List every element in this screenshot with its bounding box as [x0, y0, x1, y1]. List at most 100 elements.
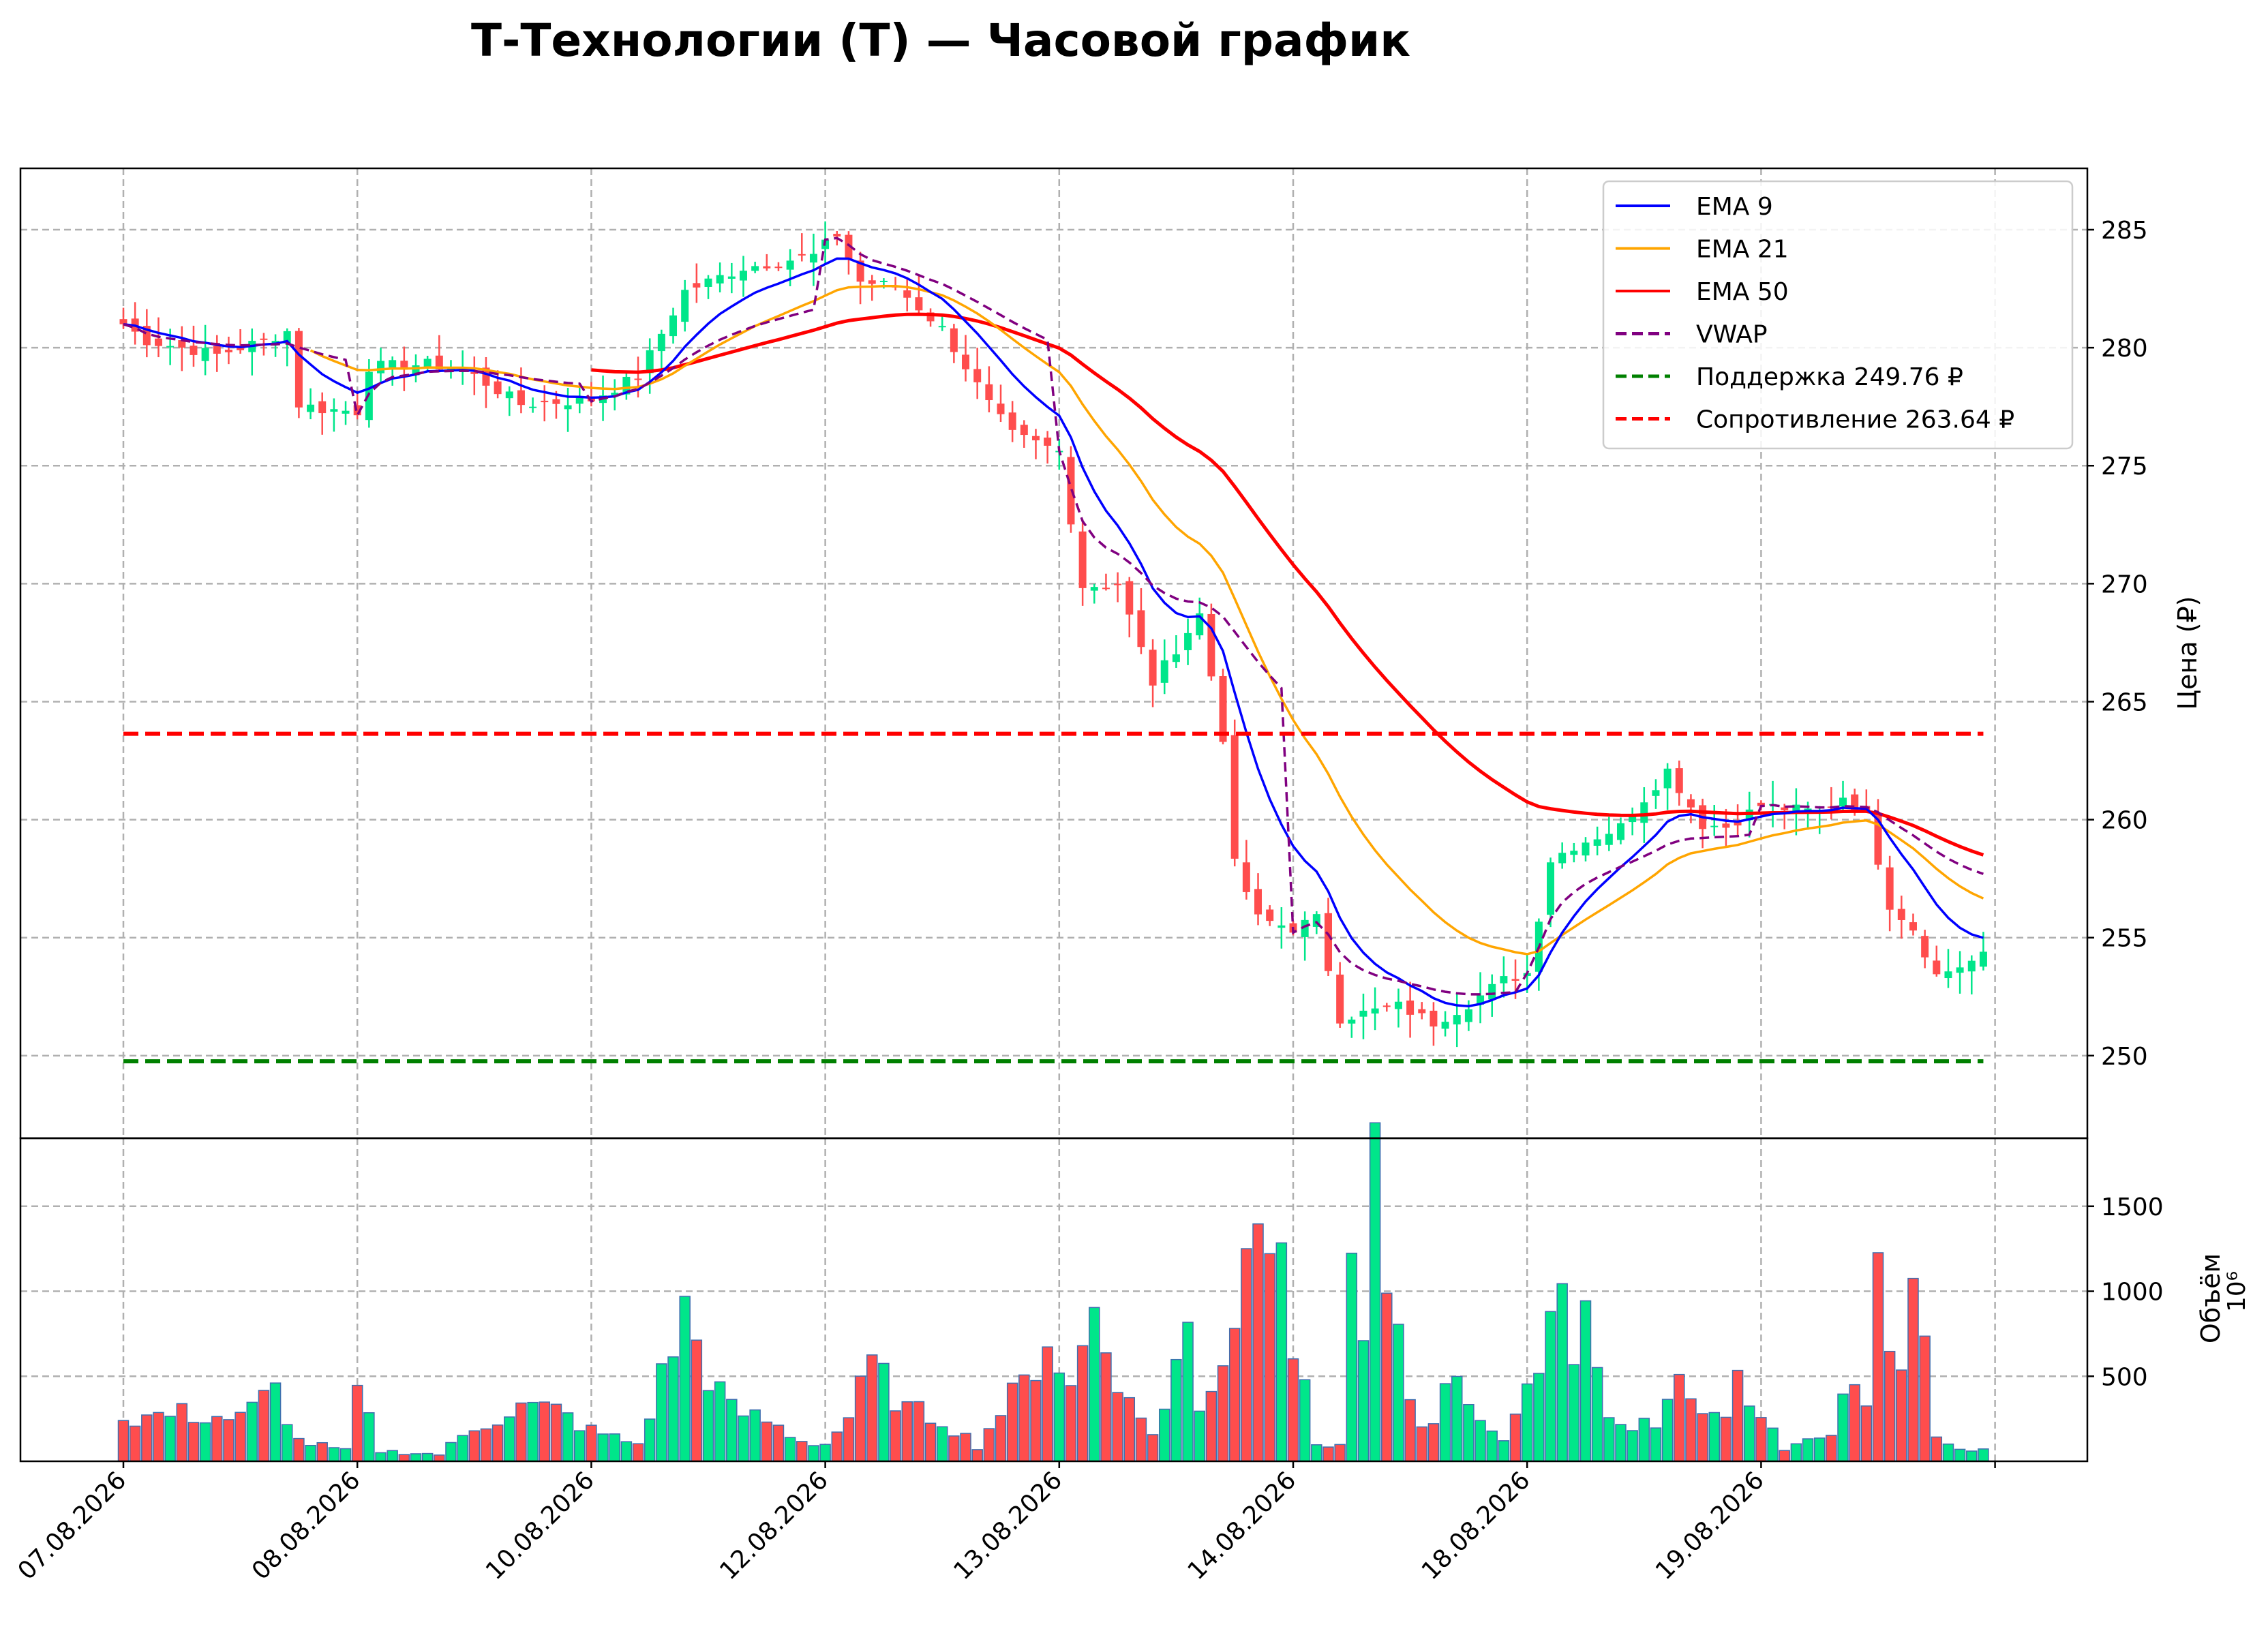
volume-bar: [1381, 1292, 1393, 1462]
volume-bar: [1603, 1417, 1615, 1462]
volume-bar: [609, 1433, 620, 1462]
volume-bar: [1112, 1392, 1123, 1462]
candle-body: [938, 326, 946, 328]
candle-body: [1324, 913, 1332, 971]
support-resistance-lines: [123, 731, 1984, 1064]
volume-bar: [1404, 1399, 1416, 1462]
candle-body: [1242, 862, 1250, 892]
candle-body: [1359, 1010, 1367, 1017]
price-tick-label: 265: [2101, 688, 2148, 716]
candle-body: [260, 338, 268, 340]
volume-bar: [1475, 1420, 1486, 1462]
candle-body: [1629, 817, 1637, 823]
candle-body: [541, 400, 549, 403]
volume-bar: [1252, 1223, 1264, 1462]
volume-bar: [1615, 1424, 1627, 1462]
candle-body: [1394, 1001, 1402, 1009]
candle-body: [412, 365, 420, 376]
volume-bar: [1627, 1430, 1638, 1462]
candle-body: [201, 348, 209, 361]
candle-body: [142, 326, 151, 346]
volume-bar: [351, 1384, 363, 1462]
candle-body: [1839, 797, 1847, 807]
price-tick-label: 250: [2101, 1043, 2148, 1071]
volume-bar: [1638, 1418, 1650, 1462]
candle-body: [1722, 823, 1730, 828]
volume-bar: [387, 1450, 398, 1462]
volume-bar: [644, 1418, 656, 1462]
candle-body: [1804, 808, 1812, 810]
volume-bar: [1498, 1440, 1510, 1462]
volume-bar: [363, 1412, 375, 1462]
volume-bar: [375, 1452, 387, 1462]
candle-body: [1371, 1008, 1379, 1013]
volume-bar: [117, 1420, 130, 1462]
candle-body: [1336, 974, 1344, 1024]
volume-bar: [457, 1435, 468, 1462]
candle-body: [833, 234, 841, 237]
candle-body: [973, 369, 982, 382]
candle-body: [1219, 676, 1227, 742]
volume-axes-frame: [19, 1137, 2089, 1463]
volume-bar: [1942, 1443, 1954, 1462]
volume-bar: [1194, 1410, 1205, 1462]
volume-bar: [1556, 1283, 1568, 1462]
volume-grid: [20, 1138, 2087, 1461]
legend-label: Сопротивление 263.64 ₽: [1696, 406, 2014, 434]
ema21-line: [309, 284, 1984, 956]
price-axis-label: Цена (₽): [2173, 596, 2203, 710]
volume-bar: [1790, 1443, 1802, 1462]
candle-body: [1031, 436, 1040, 441]
candle-body: [505, 391, 513, 399]
volume-bar: [714, 1381, 726, 1462]
volume-axis-ticks: 500 1000 1500: [2087, 1193, 2164, 1391]
candle-body: [1020, 425, 1028, 436]
volume-bar: [1463, 1403, 1475, 1462]
candle-body: [997, 403, 1005, 414]
volume-bar: [1767, 1427, 1779, 1462]
volume-bar: [796, 1441, 808, 1462]
volume-bar: [726, 1399, 738, 1462]
candle-body: [1640, 802, 1648, 823]
candle-body: [1266, 909, 1274, 921]
candle-body: [1593, 839, 1601, 846]
volume-bar: [1053, 1372, 1065, 1462]
volume-bar: [1826, 1435, 1837, 1462]
volume-bar: [246, 1401, 258, 1462]
candle-body: [1453, 1015, 1461, 1025]
candle-body: [1897, 909, 1905, 920]
candle-body: [985, 384, 993, 401]
candle-body: [1663, 768, 1672, 789]
volume-axis-label: Объём: [2196, 1253, 2226, 1343]
candle-body: [1558, 853, 1567, 864]
candle-body: [798, 254, 806, 256]
candle-body: [1710, 825, 1719, 827]
volume-bar: [784, 1437, 796, 1462]
candle-body: [809, 254, 817, 263]
candle-body: [1675, 768, 1683, 793]
volume-bar: [866, 1354, 878, 1462]
volume-bar: [1697, 1413, 1708, 1462]
candle-body: [681, 290, 689, 322]
chart-title: Т-Технологии (T) — Часовой график: [471, 14, 1410, 67]
volume-bar: [1357, 1340, 1370, 1462]
volume-bar: [1661, 1399, 1674, 1462]
volume-bar: [1147, 1434, 1159, 1462]
volume-bar: [1346, 1252, 1358, 1462]
candle-body: [1008, 412, 1016, 430]
price-tick-label: 260: [2101, 807, 2148, 835]
volume-bar: [281, 1424, 293, 1462]
volume-bar: [983, 1428, 995, 1462]
candle-body: [342, 410, 350, 414]
volume-tick-label: 1000: [2101, 1279, 2164, 1307]
candle-body: [774, 266, 783, 269]
volume-bar: [176, 1403, 188, 1462]
legend-label: EMA 50: [1696, 278, 1789, 306]
candle-body: [575, 397, 584, 404]
volume-bar: [1486, 1430, 1498, 1462]
volume-bar: [1228, 1328, 1241, 1462]
candle-body: [494, 381, 502, 395]
volume-bar: [960, 1433, 971, 1462]
candle-body: [1430, 1010, 1438, 1027]
